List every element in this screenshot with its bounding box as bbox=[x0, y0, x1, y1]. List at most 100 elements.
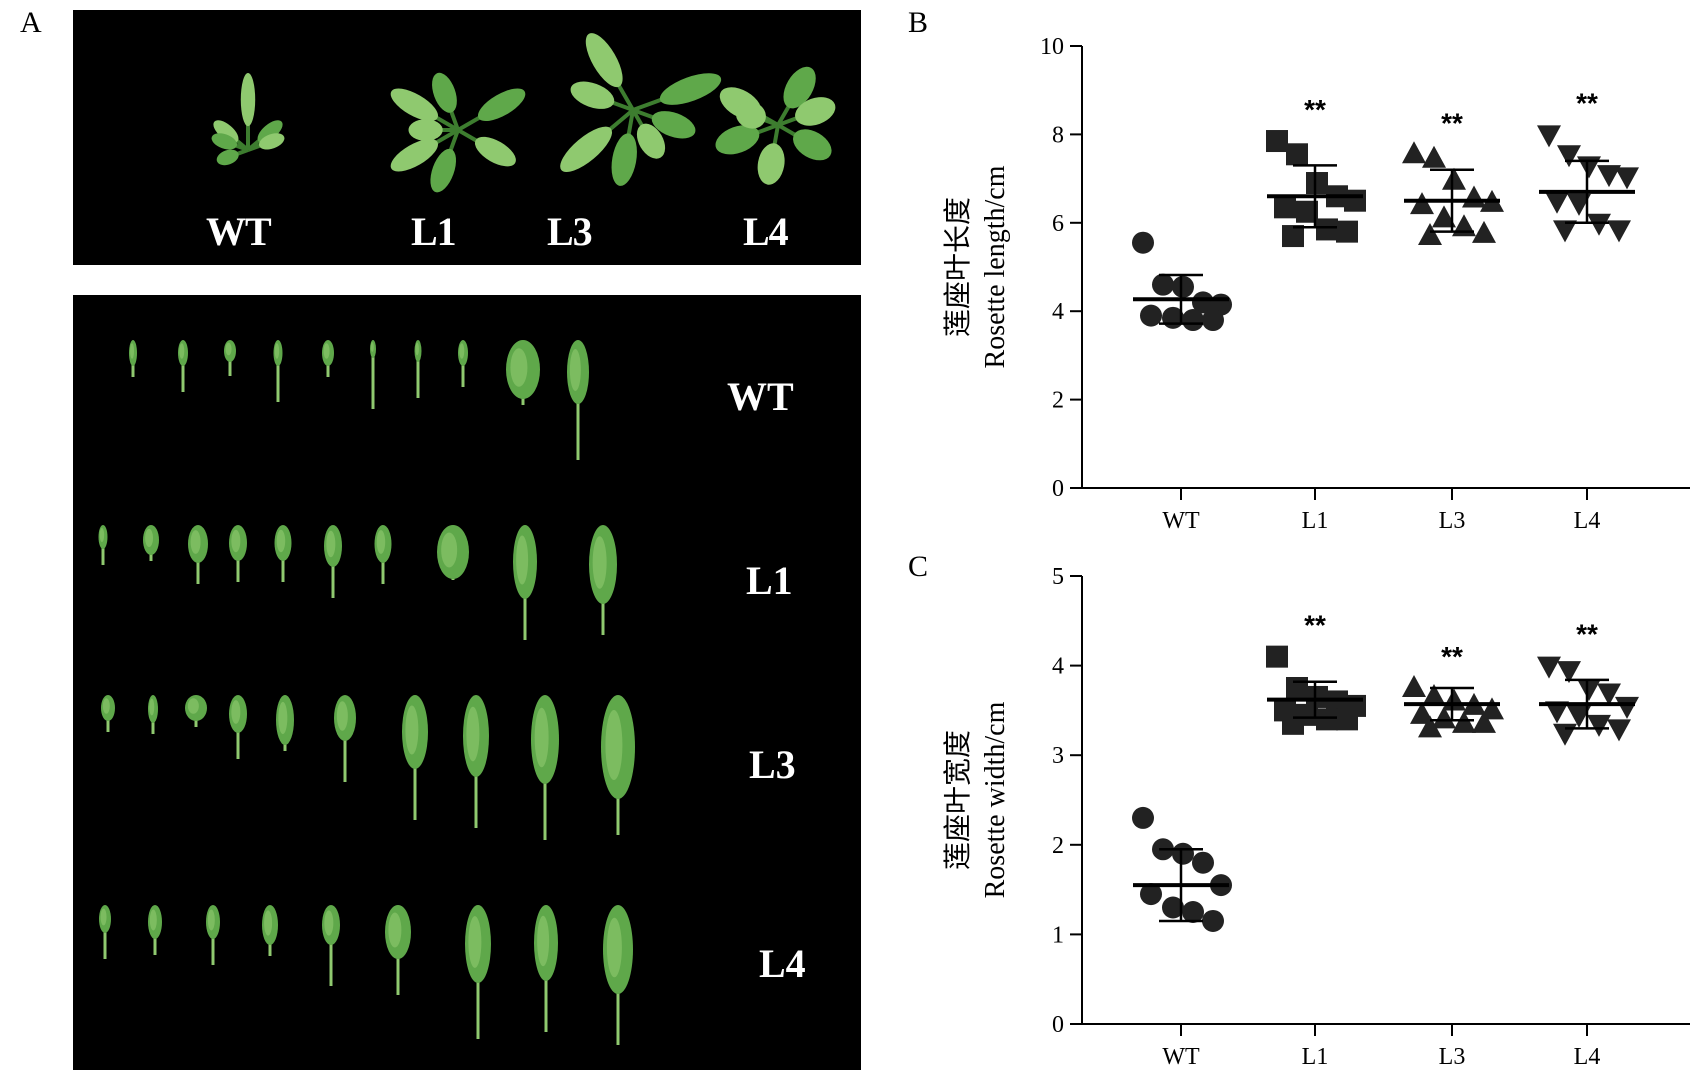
data-point-l4 bbox=[1615, 696, 1639, 719]
data-point-l4 bbox=[1537, 125, 1561, 148]
leaf-highlight bbox=[370, 342, 374, 352]
data-point-l1 bbox=[1296, 703, 1318, 726]
data-point-wt bbox=[1140, 304, 1162, 327]
data-point-wt bbox=[1182, 309, 1204, 332]
data-point-l4 bbox=[1557, 661, 1581, 684]
leaf bbox=[715, 125, 760, 155]
data-point-l4 bbox=[1557, 145, 1581, 168]
data-point-l4 bbox=[1545, 701, 1569, 724]
leaf-row-3 bbox=[99, 905, 633, 1045]
leaf-highlight bbox=[459, 343, 465, 359]
leaf-row-0 bbox=[129, 340, 589, 460]
data-point-l3 bbox=[1422, 683, 1446, 706]
y-axis-title-en: Rosette width/cm bbox=[980, 701, 1011, 898]
data-point-wt bbox=[1132, 231, 1154, 254]
leaf-row-1 bbox=[98, 525, 617, 640]
data-point-l3 bbox=[1418, 715, 1442, 738]
y-tick-label: 6 bbox=[1052, 211, 1064, 237]
data-point-l4 bbox=[1607, 220, 1631, 243]
leaf bbox=[659, 73, 722, 105]
leaf-highlight bbox=[569, 349, 581, 391]
data-point-wt bbox=[1210, 293, 1232, 316]
leaf bbox=[585, 33, 623, 88]
data-point-l1 bbox=[1306, 685, 1328, 708]
leaf-highlight bbox=[231, 529, 241, 553]
data-point-wt bbox=[1202, 309, 1224, 332]
data-point-l1 bbox=[1286, 677, 1308, 699]
leaf bbox=[783, 66, 816, 109]
data-point-l1 bbox=[1274, 196, 1296, 219]
data-point-l1 bbox=[1282, 712, 1304, 735]
data-point-l4 bbox=[1577, 156, 1601, 179]
leaf-highlight bbox=[274, 343, 280, 359]
leaf-highlight bbox=[264, 910, 273, 936]
y-tick-label: 10 bbox=[1040, 34, 1064, 60]
leaf bbox=[560, 126, 613, 173]
data-point-l4 bbox=[1545, 191, 1569, 214]
whole-plant-photo: WT L1 L3 L4 bbox=[73, 10, 861, 265]
leaf-highlight bbox=[516, 535, 529, 585]
leaf-highlight bbox=[149, 909, 157, 931]
data-point-l3 bbox=[1452, 710, 1476, 733]
leaf-highlight bbox=[323, 343, 330, 359]
whole-plant-image bbox=[211, 33, 836, 193]
data-point-l4 bbox=[1537, 656, 1561, 679]
leaf bbox=[216, 149, 239, 166]
data-point-l1 bbox=[1336, 220, 1358, 243]
leaf-highlight bbox=[605, 710, 623, 780]
leaf-highlight bbox=[336, 701, 348, 731]
data-point-l3 bbox=[1452, 214, 1476, 237]
data-point-l1 bbox=[1296, 200, 1318, 223]
leaf-highlight bbox=[376, 530, 386, 554]
data-point-l1 bbox=[1326, 185, 1348, 208]
data-point-l3 bbox=[1422, 145, 1446, 168]
significance-label-l3: ** bbox=[1441, 107, 1463, 138]
plant-label-wt: WT bbox=[206, 209, 272, 254]
data-point-l3 bbox=[1442, 688, 1466, 711]
plant-wt bbox=[211, 73, 285, 166]
leaf-highlight bbox=[99, 528, 105, 542]
leaf-series-photo: WT L1 L3 L4 bbox=[73, 295, 861, 1070]
x-tick-label: WT bbox=[1162, 508, 1200, 534]
leaf-highlight bbox=[130, 343, 135, 359]
leaf-row-2 bbox=[101, 695, 635, 840]
data-point-l4 bbox=[1567, 193, 1591, 216]
leaf-highlight bbox=[145, 528, 154, 548]
data-point-wt bbox=[1202, 909, 1224, 932]
data-point-l4 bbox=[1553, 723, 1577, 746]
leaf-highlight bbox=[207, 909, 215, 931]
plant-l4 bbox=[715, 66, 836, 185]
data-point-l1 bbox=[1336, 708, 1358, 731]
leaf-highlight bbox=[149, 698, 155, 716]
data-point-l4 bbox=[1615, 167, 1639, 190]
leaf bbox=[213, 120, 239, 143]
leaf-highlight bbox=[187, 698, 199, 714]
data-point-l4 bbox=[1587, 714, 1611, 737]
leaf bbox=[795, 97, 836, 126]
row-label-l4: L4 bbox=[759, 941, 806, 986]
data-point-l1 bbox=[1306, 172, 1328, 195]
leaf bbox=[257, 120, 283, 143]
data-point-l1 bbox=[1344, 694, 1366, 717]
leaf bbox=[477, 88, 526, 122]
x-tick-label: L4 bbox=[1574, 1044, 1601, 1070]
leaf-highlight bbox=[405, 705, 419, 755]
data-point-l1 bbox=[1266, 645, 1288, 668]
data-point-wt bbox=[1172, 842, 1194, 865]
y-tick-label: 2 bbox=[1052, 833, 1064, 859]
leaf bbox=[390, 138, 439, 172]
leaf-highlight bbox=[510, 348, 528, 387]
data-point-l4 bbox=[1597, 165, 1621, 188]
row-label-l1: L1 bbox=[746, 558, 793, 603]
leaf bbox=[240, 73, 256, 127]
y-tick-label: 0 bbox=[1052, 476, 1064, 502]
data-point-l3 bbox=[1462, 692, 1486, 715]
leaf bbox=[430, 148, 457, 193]
y-axis-title-cn: 莲座叶长度 bbox=[942, 197, 974, 337]
y-tick-label: 0 bbox=[1052, 1012, 1064, 1038]
significance-label-l1: ** bbox=[1304, 94, 1326, 125]
data-point-l3 bbox=[1472, 710, 1496, 733]
leaf-highlight bbox=[225, 342, 232, 356]
x-tick-label: L4 bbox=[1574, 508, 1601, 534]
plant-label-l3: L3 bbox=[547, 209, 593, 254]
